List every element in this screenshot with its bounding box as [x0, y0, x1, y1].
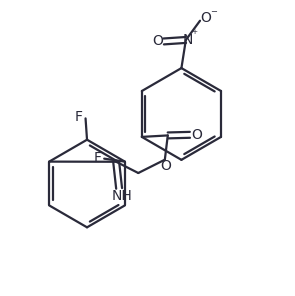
- Text: O: O: [191, 128, 202, 142]
- Text: F: F: [74, 110, 83, 124]
- Text: N: N: [182, 33, 193, 47]
- Text: O: O: [160, 159, 171, 173]
- Text: NH: NH: [112, 189, 132, 203]
- Text: O: O: [201, 11, 211, 25]
- Text: $^+$: $^+$: [190, 30, 199, 40]
- Text: F: F: [94, 151, 102, 165]
- Text: O: O: [153, 34, 163, 49]
- Text: $^-$: $^-$: [209, 8, 219, 21]
